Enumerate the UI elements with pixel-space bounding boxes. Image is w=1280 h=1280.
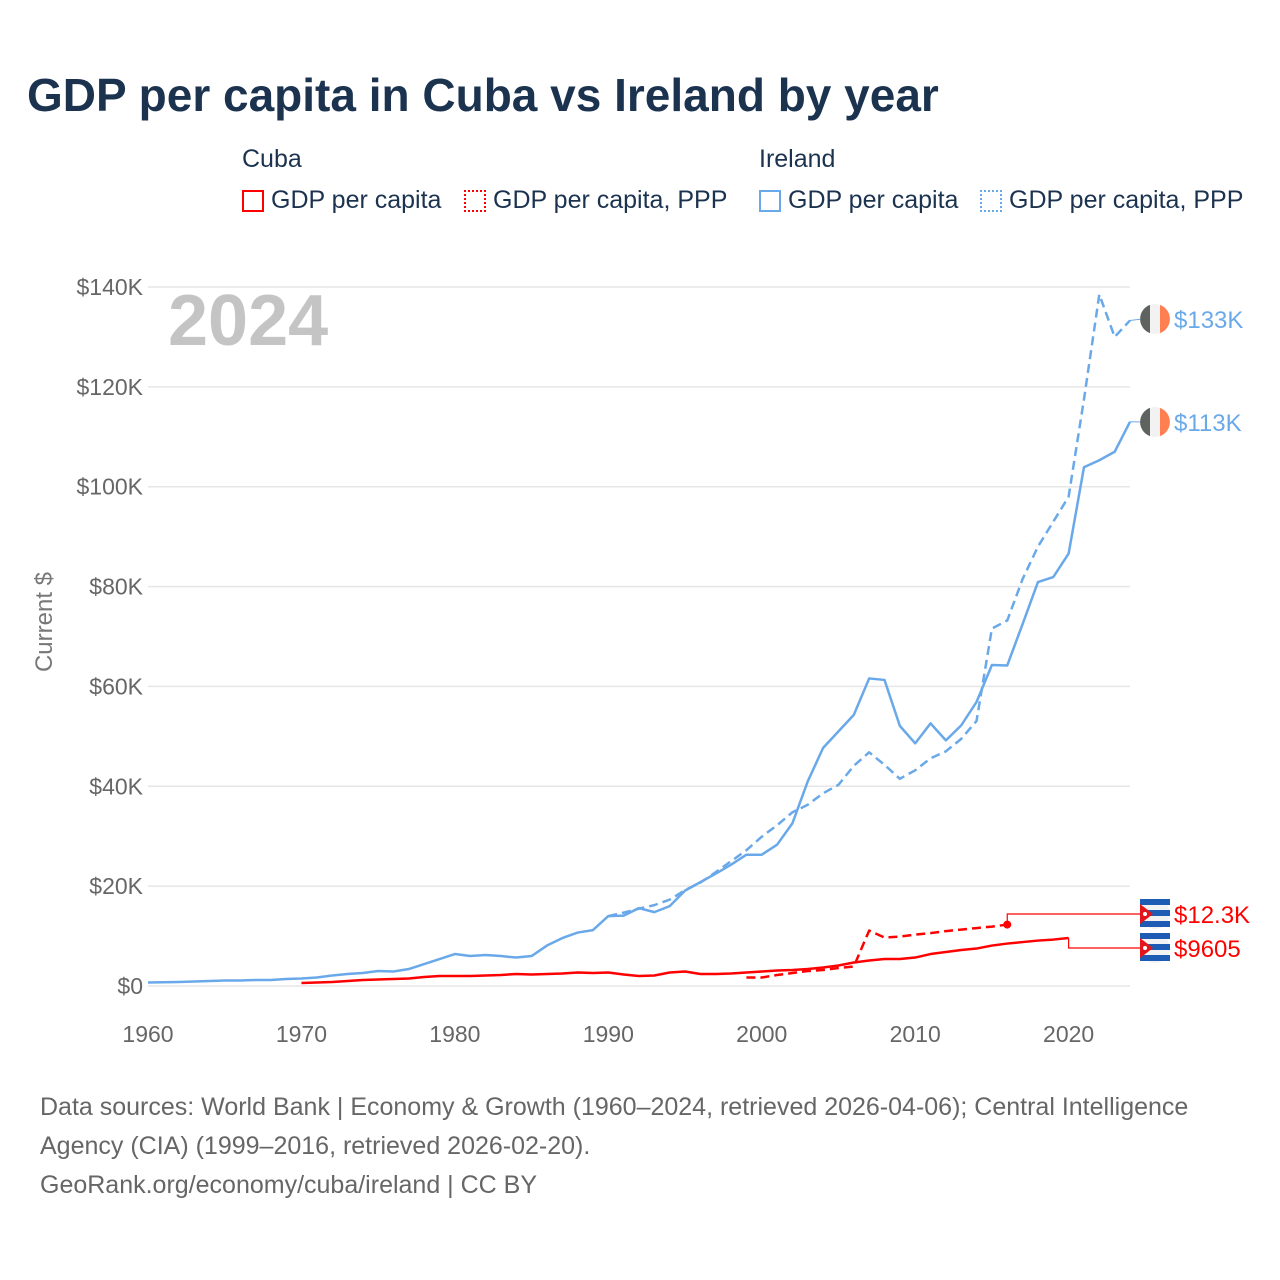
data-sources: Data sources: World Bank | Economy & Gro… xyxy=(40,1093,1189,1160)
year-label: 2024 xyxy=(168,281,328,361)
flag-star xyxy=(1143,912,1147,916)
flag-stripe xyxy=(1140,910,1170,916)
end-value-label: $113K xyxy=(1174,410,1242,437)
legend-group-ireland: Ireland xyxy=(759,145,836,173)
label-connector xyxy=(1129,318,1143,321)
flag-stripe xyxy=(1160,407,1170,437)
x-tick-label: 2020 xyxy=(1043,1021,1094,1047)
legend-cuba-ppp[interactable]: GDP per capita, PPP xyxy=(464,186,727,215)
legend-ireland-ppp[interactable]: GDP per capita, PPP xyxy=(980,186,1243,215)
legend-cuba-gdp[interactable]: GDP per capita xyxy=(242,186,441,215)
end-value-label: $12.3K xyxy=(1174,902,1250,929)
flag-stripe xyxy=(1140,304,1150,334)
legend-label: GDP per capita xyxy=(788,186,959,214)
y-axis-label: Current $ xyxy=(31,572,58,672)
legend-label: GDP per capita, PPP xyxy=(493,186,728,214)
legend-ireland-gdp[interactable]: GDP per capita xyxy=(759,186,958,215)
series-line-cuba-gdp-per-capita-ppp xyxy=(746,923,1008,979)
series-line-ireland-gdp-per-capita-ppp xyxy=(608,293,1131,918)
x-tick-label: 2010 xyxy=(890,1021,941,1047)
label-connector xyxy=(1006,913,1142,925)
y-tick-label: $80K xyxy=(89,574,143,600)
y-tick-label: $0 xyxy=(117,973,143,999)
legend-label: GDP per capita, PPP xyxy=(1009,186,1244,214)
y-tick-label: $140K xyxy=(76,274,143,300)
series-line-cuba-gdp-per-capita xyxy=(301,936,1069,985)
flag-stripe xyxy=(1160,304,1170,334)
source-link[interactable]: GeoRank.org/economy/cuba/ireland | CC BY xyxy=(40,1171,538,1199)
y-tick-label: $40K xyxy=(89,773,143,799)
chart-title: GDP per capita in Cuba vs Ireland by yea… xyxy=(27,69,939,121)
y-tick-label: $100K xyxy=(76,474,143,500)
footer: Data sources: World Bank | Economy & Gro… xyxy=(40,1088,1240,1205)
x-tick-label: 1990 xyxy=(583,1021,634,1047)
y-tick-label: $60K xyxy=(89,673,143,699)
flag-star xyxy=(1143,946,1147,950)
x-tick-label: 1980 xyxy=(429,1021,480,1047)
flag-stripe xyxy=(1140,933,1170,939)
y-tick-label: $20K xyxy=(89,873,143,899)
x-tick-label: 1970 xyxy=(276,1021,327,1047)
x-tick-label: 2000 xyxy=(736,1021,787,1047)
label-connector xyxy=(1068,938,1142,949)
end-value-label: $9605 xyxy=(1174,936,1241,963)
flag-stripe xyxy=(1140,944,1170,950)
flag-stripe xyxy=(1140,899,1170,905)
end-value-label: $133K xyxy=(1174,307,1243,334)
flag-stripe xyxy=(1140,407,1150,437)
x-tick-label: 1960 xyxy=(122,1021,173,1047)
flag-stripe xyxy=(1140,921,1170,927)
series-line-ireland-gdp-per-capita xyxy=(147,421,1132,984)
legend-label: GDP per capita xyxy=(271,186,442,214)
legend-group-cuba: Cuba xyxy=(242,145,302,173)
y-tick-label: $120K xyxy=(76,374,143,400)
flag-stripe xyxy=(1140,955,1170,961)
